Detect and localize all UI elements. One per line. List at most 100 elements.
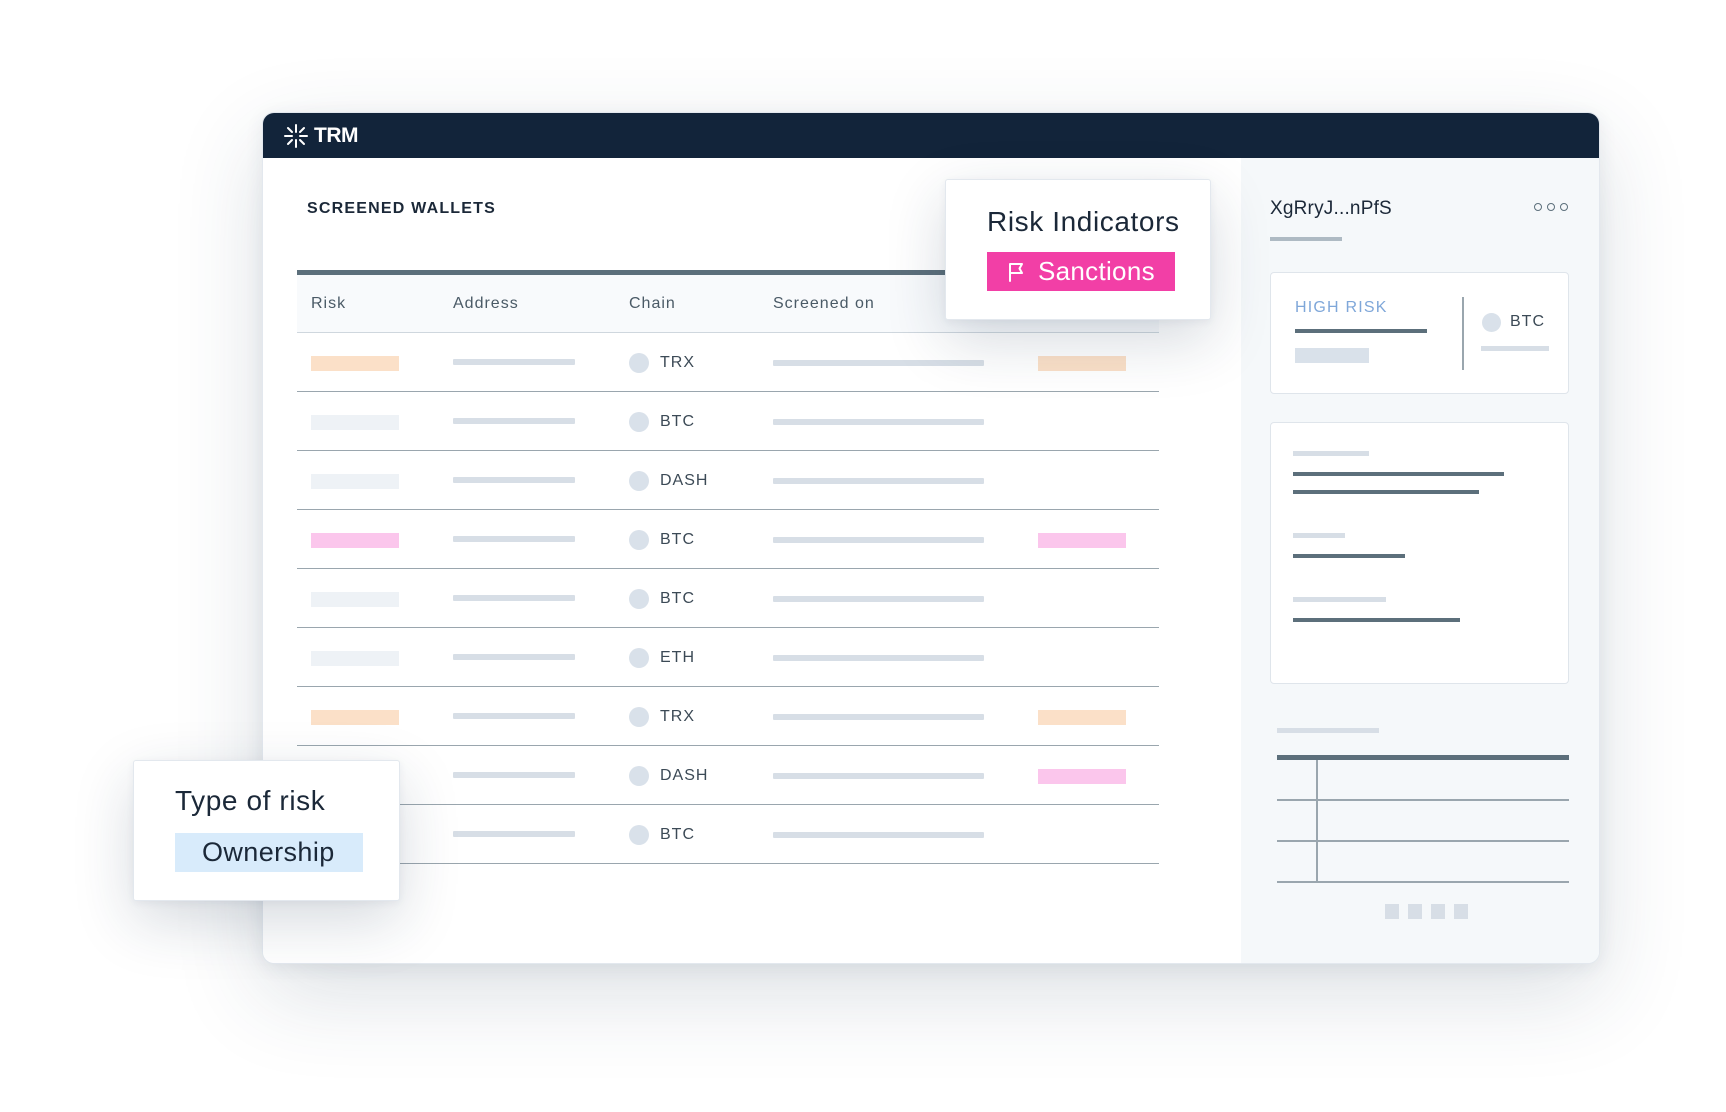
table-row[interactable]: BTC bbox=[297, 805, 1159, 864]
type-of-risk-card: Type of risk Ownership bbox=[133, 760, 400, 901]
chain-placeholder-bar bbox=[1481, 346, 1549, 351]
page-button[interactable] bbox=[1454, 904, 1468, 919]
detail-label-placeholder bbox=[1293, 597, 1386, 602]
table-row[interactable]: BTC bbox=[297, 510, 1159, 569]
column-header-address[interactable]: Address bbox=[453, 295, 519, 312]
mini-table-column-divider bbox=[1316, 760, 1318, 883]
risk-score-chip bbox=[311, 474, 399, 489]
chain-label: TRX bbox=[660, 708, 695, 725]
detail-label-placeholder bbox=[1293, 533, 1345, 538]
chain-icon bbox=[629, 353, 649, 373]
type-of-risk-title: Type of risk bbox=[175, 785, 326, 816]
btc-chain-icon bbox=[1482, 313, 1501, 332]
active-tab-indicator bbox=[1270, 237, 1342, 241]
table-row[interactable]: ETH bbox=[297, 628, 1159, 687]
brand-name: TRM bbox=[314, 123, 359, 147]
chain-label: DASH bbox=[660, 472, 709, 489]
table-row[interactable]: TRX bbox=[297, 333, 1159, 392]
address-placeholder bbox=[453, 359, 575, 365]
sanctions-label: Sanctions bbox=[1038, 256, 1155, 286]
risk-indicator-chip bbox=[1038, 710, 1126, 725]
column-header-chain[interactable]: Chain bbox=[629, 295, 676, 312]
mini-table-row-divider bbox=[1277, 881, 1569, 883]
chain-icon bbox=[629, 766, 649, 786]
more-options-icon[interactable] bbox=[1534, 203, 1568, 211]
page-button[interactable] bbox=[1431, 904, 1445, 919]
transactions-mini-table bbox=[1277, 728, 1569, 883]
sanctions-badge[interactable]: Sanctions bbox=[987, 252, 1175, 291]
wallet-detail-panel: XgRryJ...nPfS HIGH RISK BTC bbox=[1241, 158, 1599, 963]
risk-placeholder-bar bbox=[1295, 329, 1427, 333]
risk-score-chip bbox=[311, 533, 399, 548]
page-button[interactable] bbox=[1385, 904, 1399, 919]
chain-icon bbox=[629, 412, 649, 432]
address-placeholder bbox=[453, 536, 575, 542]
chain-icon bbox=[629, 589, 649, 609]
ownership-badge[interactable]: Ownership bbox=[175, 833, 363, 872]
page-button[interactable] bbox=[1408, 904, 1422, 919]
mini-table-row-divider bbox=[1277, 840, 1569, 842]
address-placeholder bbox=[453, 831, 575, 837]
table-row[interactable]: BTC bbox=[297, 569, 1159, 628]
detail-label-placeholder bbox=[1293, 451, 1369, 456]
detail-value-placeholder bbox=[1293, 618, 1460, 622]
chain-label: TRX bbox=[660, 354, 695, 371]
address-placeholder bbox=[453, 477, 575, 483]
chain-label: ETH bbox=[660, 649, 695, 666]
risk-placeholder-block bbox=[1295, 348, 1369, 363]
detail-value-placeholder bbox=[1293, 472, 1504, 476]
risk-score-chip bbox=[311, 356, 399, 371]
trm-logo-icon bbox=[284, 123, 308, 148]
wallets-table: Risk Address Chain Screened on TRX BTC DAS… bbox=[297, 270, 1159, 864]
table-row[interactable]: DASH bbox=[297, 451, 1159, 510]
risk-indicators-title: Risk Indicators bbox=[987, 206, 1180, 237]
chain-label: BTC bbox=[660, 413, 695, 430]
divider bbox=[1462, 297, 1464, 370]
column-header-risk[interactable]: Risk bbox=[311, 295, 347, 312]
risk-indicator-chip bbox=[1038, 356, 1126, 371]
pagination bbox=[1385, 904, 1468, 919]
detail-value-placeholder bbox=[1293, 490, 1479, 494]
table-row[interactable]: BTC bbox=[297, 392, 1159, 451]
chain-label: BTC bbox=[660, 531, 695, 548]
address-placeholder bbox=[453, 772, 575, 778]
chain-icon bbox=[629, 825, 649, 845]
title-bar: TRM bbox=[263, 113, 1599, 158]
table-row[interactable]: TRX bbox=[297, 687, 1159, 746]
screened-date-placeholder bbox=[773, 596, 984, 602]
mini-table-title-placeholder bbox=[1277, 728, 1379, 733]
chain-label: BTC bbox=[1510, 313, 1545, 330]
ownership-label: Ownership bbox=[202, 837, 335, 867]
detail-value-placeholder bbox=[1293, 554, 1405, 558]
chain-label: BTC bbox=[660, 826, 695, 843]
table-body: TRX BTC DASH BTC BTC ETH TRX DASH BTC bbox=[297, 333, 1159, 864]
risk-score-chip bbox=[311, 415, 399, 430]
screened-date-placeholder bbox=[773, 419, 984, 425]
table-row[interactable]: DASH bbox=[297, 746, 1159, 805]
chain-icon bbox=[629, 648, 649, 668]
mini-table-top-border bbox=[1277, 755, 1569, 760]
address-placeholder bbox=[453, 713, 575, 719]
risk-indicator-chip bbox=[1038, 769, 1126, 784]
column-header-screened-on[interactable]: Screened on bbox=[773, 295, 875, 312]
chain-icon bbox=[629, 707, 649, 727]
address-placeholder bbox=[453, 595, 575, 601]
screened-date-placeholder bbox=[773, 832, 984, 838]
mini-table-row-divider bbox=[1277, 799, 1569, 801]
screened-date-placeholder bbox=[773, 773, 984, 779]
chain-icon bbox=[629, 530, 649, 550]
page-title: SCREENED WALLETS bbox=[307, 200, 496, 217]
screened-date-placeholder bbox=[773, 360, 984, 366]
table-top-border bbox=[297, 270, 1159, 275]
logo[interactable]: TRM bbox=[283, 123, 359, 149]
risk-summary-card: HIGH RISK BTC bbox=[1270, 272, 1569, 394]
flag-icon bbox=[1009, 262, 1023, 282]
risk-score-chip bbox=[311, 592, 399, 607]
address-placeholder bbox=[453, 418, 575, 424]
screened-date-placeholder bbox=[773, 655, 984, 661]
risk-indicators-card: Risk Indicators Sanctions bbox=[945, 179, 1211, 320]
address-placeholder bbox=[453, 654, 575, 660]
risk-indicator-chip bbox=[1038, 533, 1126, 548]
wallet-details-card bbox=[1270, 422, 1569, 684]
risk-level-label: HIGH RISK bbox=[1295, 299, 1388, 316]
